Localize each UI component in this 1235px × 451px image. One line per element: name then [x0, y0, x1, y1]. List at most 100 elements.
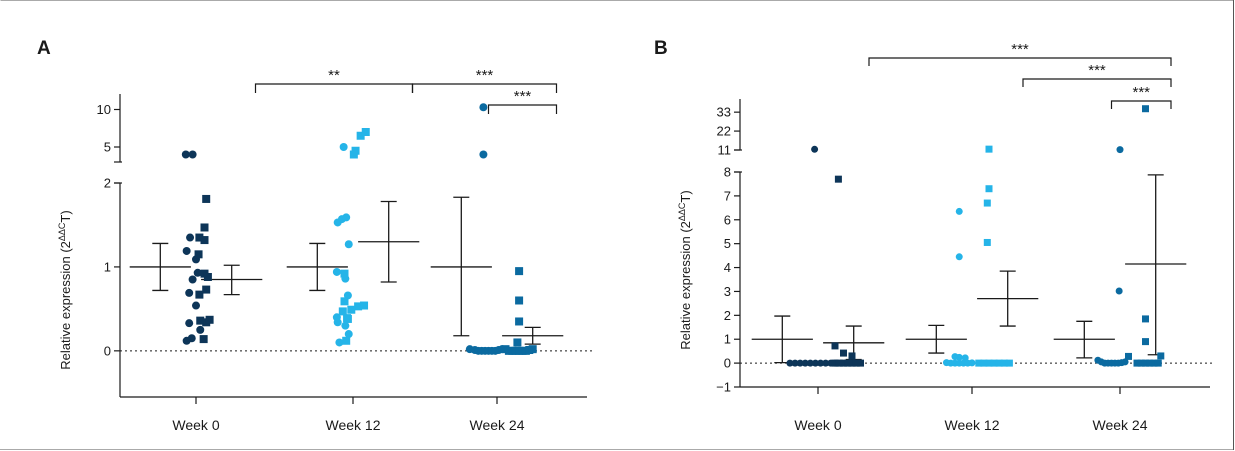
data-point-circle	[335, 338, 344, 347]
data-point-square	[857, 359, 864, 367]
data-point-square	[980, 359, 988, 367]
data-point-circle	[786, 359, 794, 367]
data-point-square	[1142, 338, 1149, 346]
data-point-circle	[811, 359, 819, 367]
data-point-square	[528, 345, 537, 354]
data-point-circle	[1121, 358, 1129, 366]
data-point-square	[195, 233, 204, 242]
data-point-square	[831, 342, 839, 350]
data-point-circle	[1115, 287, 1123, 295]
data-point-square	[995, 359, 1003, 367]
data-point-square	[202, 285, 211, 294]
data-point-square	[983, 238, 991, 246]
data-point-circle	[955, 207, 963, 215]
y-tick-label: 8	[724, 165, 731, 180]
data-point-square	[1142, 359, 1149, 367]
data-point-circle	[955, 253, 963, 261]
y-tick-label: 0	[104, 343, 111, 358]
data-point-circle	[332, 267, 341, 276]
data-point-square	[975, 359, 983, 367]
data-point-square	[515, 317, 524, 326]
data-point-circle	[182, 246, 191, 255]
data-point-square	[340, 269, 349, 278]
data-point-circle	[344, 330, 353, 339]
data-point-square	[985, 359, 993, 367]
data-point-square	[203, 272, 212, 281]
data-point-square	[360, 301, 369, 310]
data-point-square	[1000, 359, 1008, 367]
y-tick-label: 6	[724, 212, 731, 227]
data-point-circle	[341, 321, 350, 330]
significance-bracket	[1022, 78, 1172, 87]
significance-label: ***	[1132, 84, 1150, 101]
significance-bracket	[868, 57, 1172, 66]
x-tick-label: Week 24	[470, 417, 525, 433]
x-tick-label: Week 0	[794, 417, 841, 433]
data-point-square	[199, 335, 208, 344]
y-tick-label: −1	[716, 380, 731, 395]
data-point-square	[1125, 352, 1132, 360]
data-point-circle	[791, 359, 799, 367]
data-point-circle	[801, 359, 809, 367]
x-tick-label: Week 12	[326, 417, 381, 433]
data-point-circle	[822, 359, 830, 367]
data-point-square	[844, 359, 852, 367]
data-point-circle	[333, 318, 342, 327]
data-point-square	[200, 223, 209, 232]
significance-bracket	[1110, 100, 1172, 109]
y-tick-label: 10	[97, 102, 111, 117]
y-tick-label: 22	[717, 124, 731, 139]
data-point-square	[1146, 359, 1154, 367]
data-point-square	[848, 359, 856, 367]
data-point-square	[1005, 359, 1013, 367]
significance-bracket	[254, 83, 414, 93]
data-point-square	[1133, 359, 1141, 367]
data-point-square	[200, 236, 209, 245]
data-point-square	[195, 290, 204, 299]
data-point-square	[338, 307, 347, 316]
data-point-circle	[185, 319, 194, 328]
data-point-square	[361, 128, 370, 136]
data-point-square	[354, 302, 363, 311]
data-point-circle	[806, 359, 814, 367]
data-point-square	[515, 267, 524, 276]
data-point-square	[990, 359, 998, 367]
data-point-circle	[479, 150, 488, 159]
data-point-circle	[192, 301, 200, 310]
significance-label: ***	[514, 88, 532, 105]
data-point-square	[356, 131, 365, 140]
panel-b: B Relative expression (2ΔΔCT) −1 0 1 2 3 4 5 6 7 8 1…	[654, 38, 1215, 433]
data-point-square	[1142, 105, 1149, 113]
data-point-circle	[339, 143, 348, 151]
y-tick-label: 2	[104, 176, 111, 191]
data-point-square	[196, 316, 205, 325]
data-point-square	[205, 315, 214, 324]
data-point-circle	[796, 359, 804, 367]
data-point-circle	[817, 359, 825, 367]
data-point-circle	[1116, 146, 1124, 154]
significance-label: ***	[476, 67, 494, 84]
y-tick-label: 11	[718, 143, 732, 158]
y-tick-label: 3	[724, 284, 731, 299]
data-point-circle	[188, 150, 197, 159]
significance-label: **	[328, 67, 340, 84]
data-point-circle	[344, 240, 353, 249]
data-point-square	[1154, 359, 1162, 367]
y-tick-label: 2	[724, 308, 731, 323]
data-point-circle	[182, 336, 191, 345]
data-point-square	[985, 185, 993, 193]
data-point-square	[347, 305, 356, 314]
x-tick-label: Week 24	[1093, 417, 1148, 433]
data-point-square	[1137, 359, 1145, 367]
data-point-circle	[186, 233, 195, 242]
data-point-circle	[342, 213, 351, 222]
y-tick-label: 1	[724, 332, 731, 347]
y-tick-label: 33	[717, 105, 731, 120]
y-tick-label: 5	[104, 140, 111, 155]
data-point-square	[840, 359, 847, 367]
data-point-square	[1157, 352, 1165, 360]
y-tick-label: 5	[724, 236, 731, 251]
panel-label: A	[37, 38, 51, 59]
y-tick-label: 0	[724, 356, 731, 371]
